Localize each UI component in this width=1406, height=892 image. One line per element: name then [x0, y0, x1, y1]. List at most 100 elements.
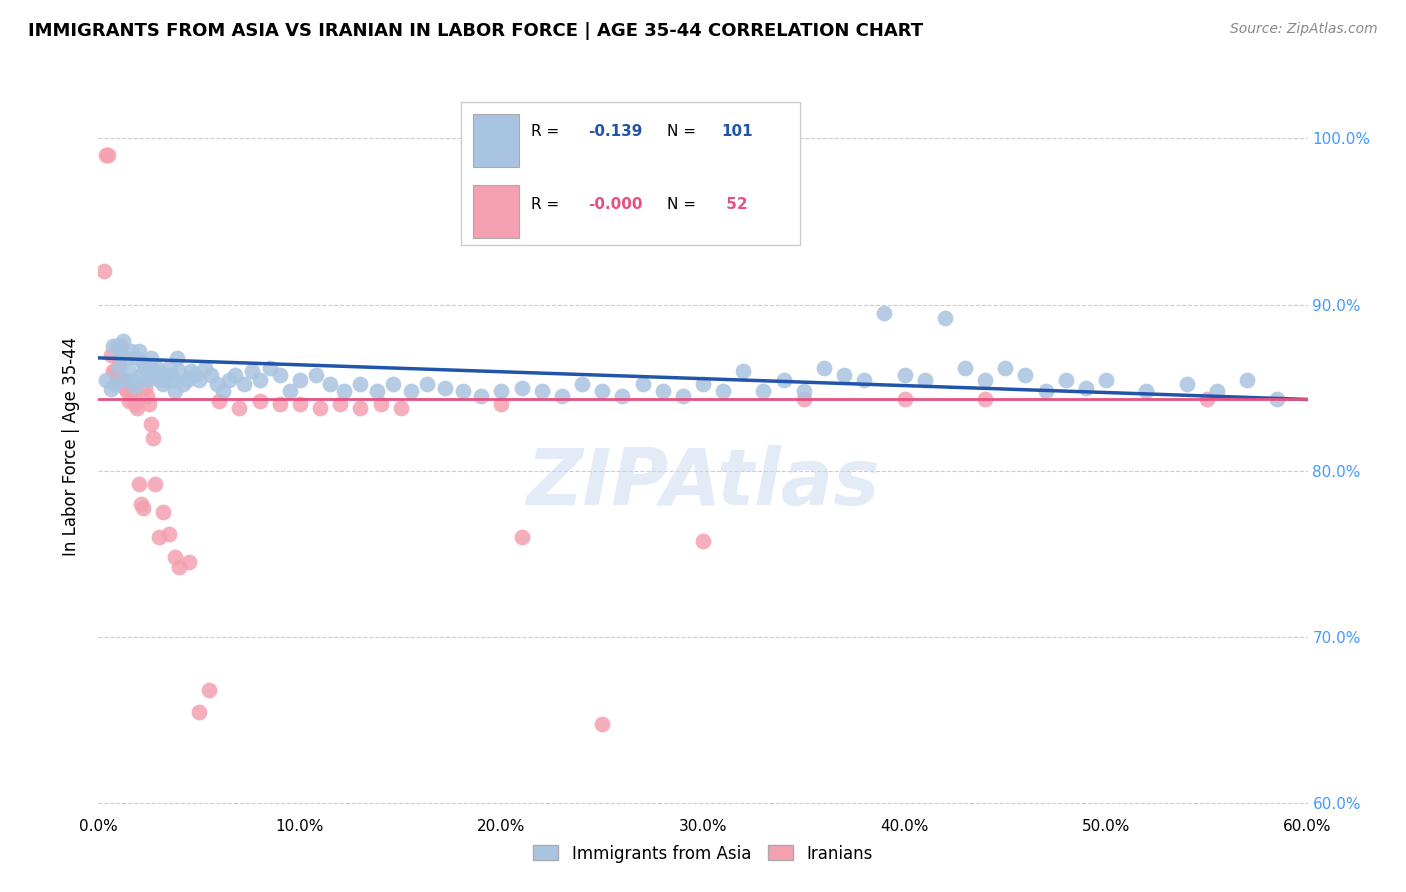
Point — [288, 372, 311, 386]
Point — [571, 377, 593, 392]
Point — [114, 372, 136, 386]
Point — [381, 377, 404, 392]
Point — [118, 394, 141, 409]
Point — [142, 431, 165, 445]
Point — [132, 500, 155, 515]
Point — [139, 351, 162, 365]
Point — [138, 364, 160, 378]
Point — [269, 397, 291, 411]
Point — [1095, 372, 1118, 386]
Point — [1236, 372, 1258, 386]
Point — [121, 372, 143, 386]
Point — [309, 401, 332, 415]
Point — [184, 368, 207, 382]
Point — [115, 351, 138, 365]
Point — [232, 377, 254, 392]
Point — [152, 377, 174, 392]
Point — [224, 368, 246, 382]
Point — [772, 372, 794, 386]
Point — [416, 377, 439, 392]
Point — [167, 364, 190, 378]
Point — [1175, 377, 1198, 392]
Point — [793, 384, 815, 398]
Point — [1074, 381, 1097, 395]
Point — [105, 372, 128, 386]
Point — [491, 397, 513, 411]
Point — [143, 364, 166, 378]
Legend: Immigrants from Asia, Iranians: Immigrants from Asia, Iranians — [527, 838, 879, 869]
Point — [510, 530, 533, 544]
Text: -0.000: -0.000 — [588, 197, 643, 212]
Point — [103, 364, 125, 378]
Point — [134, 360, 156, 375]
Point — [111, 334, 134, 349]
Point — [1035, 384, 1057, 398]
Point — [218, 372, 240, 386]
Point — [591, 716, 613, 731]
Point — [711, 384, 734, 398]
Point — [101, 339, 124, 353]
Point — [167, 560, 190, 574]
Point — [129, 497, 152, 511]
Text: ZIPAtlas: ZIPAtlas — [526, 444, 880, 521]
Point — [510, 381, 533, 395]
Text: R =: R = — [531, 197, 564, 212]
Point — [651, 384, 673, 398]
Point — [349, 401, 371, 415]
Point — [124, 379, 146, 393]
Point — [934, 310, 956, 325]
Point — [240, 364, 263, 378]
Text: 101: 101 — [721, 124, 752, 139]
Point — [96, 148, 118, 162]
Point — [893, 392, 915, 407]
Point — [114, 381, 136, 395]
Point — [793, 392, 815, 407]
Point — [97, 148, 120, 162]
Point — [162, 372, 184, 386]
FancyBboxPatch shape — [474, 114, 519, 167]
Point — [349, 377, 371, 392]
Point — [172, 377, 194, 392]
Point — [692, 533, 714, 548]
Point — [370, 397, 392, 411]
Text: R =: R = — [531, 124, 564, 139]
Text: 52: 52 — [721, 197, 748, 212]
Point — [692, 377, 714, 392]
Point — [1135, 384, 1157, 398]
Point — [157, 527, 180, 541]
Point — [551, 389, 574, 403]
Point — [120, 344, 142, 359]
Point — [259, 360, 281, 375]
Point — [752, 384, 775, 398]
Point — [93, 264, 115, 278]
Point — [128, 344, 150, 359]
Point — [389, 401, 412, 415]
Point — [103, 377, 125, 392]
Point — [319, 377, 342, 392]
Point — [111, 372, 134, 386]
Point — [163, 384, 186, 398]
Point — [208, 394, 231, 409]
Point — [1206, 384, 1229, 398]
Point — [121, 389, 143, 403]
Point — [198, 683, 221, 698]
Text: Source: ZipAtlas.com: Source: ZipAtlas.com — [1230, 22, 1378, 37]
Point — [176, 372, 198, 386]
Point — [994, 360, 1017, 375]
Point — [135, 372, 157, 386]
Point — [125, 351, 148, 365]
Point — [249, 394, 271, 409]
Point — [832, 368, 855, 382]
Point — [132, 356, 155, 370]
Point — [188, 372, 211, 386]
Point — [893, 368, 915, 382]
Point — [530, 384, 553, 398]
Point — [914, 372, 936, 386]
Point — [207, 377, 229, 392]
Point — [166, 351, 188, 365]
Point — [148, 530, 170, 544]
Point — [139, 417, 162, 432]
Text: -0.139: -0.139 — [588, 124, 643, 139]
Point — [179, 555, 201, 569]
Point — [128, 477, 150, 491]
